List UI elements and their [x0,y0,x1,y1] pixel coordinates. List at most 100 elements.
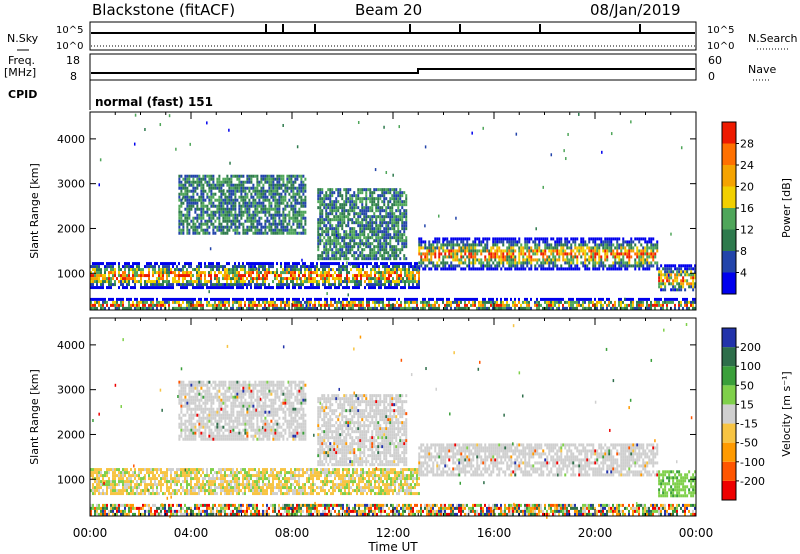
echo-cell [252,210,255,214]
echo-cell [284,213,287,217]
echo-cell [658,279,661,283]
echo-cell [381,242,384,246]
echo-cell [284,228,287,232]
echo-cell [339,203,342,207]
echo-cell [280,186,283,190]
echo-cell [224,274,226,278]
echo-cell [242,225,245,229]
echo-cell [216,204,219,208]
echo-cell [358,283,360,287]
echo-cell [646,264,649,268]
echo-cell [522,300,524,304]
echo-cell [338,265,340,269]
echo-cell [361,248,364,252]
echo-cell [186,300,188,304]
echo-cell [264,180,267,184]
echo-cell [246,192,249,196]
echo-cell [654,243,657,247]
echo-cell [104,280,106,284]
echo-cell [216,180,219,184]
echo-cell [374,306,376,310]
echo-cell [192,225,195,229]
echo-cell [160,274,162,278]
echo-cell [288,271,290,275]
echo-cell [337,188,340,192]
echo-cell [608,249,611,253]
echo-cell [170,286,172,290]
echo-cell [319,257,322,261]
echo-cell [282,222,285,226]
echo-cell [168,300,170,304]
echo-cell [412,286,414,290]
echo-cell [164,303,166,307]
echo-cell [340,274,342,278]
echo-cell [208,195,211,199]
echo-cell [321,257,324,261]
echo-cell [136,303,138,307]
echo-cell [572,300,574,304]
echo-cell [367,245,370,249]
echo-cell [162,297,164,301]
echo-cell [472,240,475,244]
echo-cell [278,177,281,181]
echo-cell [375,257,378,261]
echo-cell [226,180,229,184]
echo-cell [630,306,632,310]
echo-cell [528,237,531,241]
echo-cell [262,192,265,196]
echo-cell [355,251,358,255]
echo-cell [554,243,557,247]
echo-cell [365,227,368,231]
echo-cell [256,174,259,178]
echo-cell [228,225,231,229]
echo-cell [428,303,430,307]
echo-cell [380,297,382,301]
echo-cell [374,297,376,301]
echo-cell [256,177,259,181]
echo-cell [380,286,382,290]
echo-cell [570,303,572,307]
echo-cell [498,249,501,253]
echo-cell [380,277,382,281]
echo-cell [360,300,362,304]
echo-cell [172,277,174,281]
echo-cell [578,300,580,304]
echo-cell [504,249,507,253]
echo-cell [240,195,243,199]
echo-cell [482,300,484,304]
echo-cell [536,306,538,310]
echo-cell [360,277,362,281]
echo-cell [178,213,181,217]
echo-cell [140,280,142,284]
echo-cell [308,300,310,304]
echo-cell [616,243,619,247]
echo-cell [324,286,326,290]
echo-cell [538,258,541,262]
echo-cell [434,237,437,241]
echo-cell [622,264,625,268]
echo-cell [142,271,144,275]
echo-cell [634,252,637,256]
echo-cell [90,306,92,310]
echo-cell [586,297,588,301]
echo-cell [292,213,295,217]
echo-cell [399,218,402,222]
echo-cell [319,206,322,210]
echo-cell [341,224,344,228]
echo-cell [182,297,184,301]
echo-cell [399,197,402,201]
echo-cell [110,286,112,290]
echo-cell [404,268,406,272]
echo-cell [366,303,368,307]
echo-cell [172,297,174,301]
echo-cell [196,177,199,181]
echo-cell [576,303,578,307]
echo-cell [568,258,571,262]
echo-cell [530,297,532,301]
scatter-echo [144,127,146,131]
echo-cell [398,274,400,278]
echo-cell [351,194,354,198]
echo-cell [363,254,366,258]
echo-cell [292,277,294,281]
echo-cell [214,192,217,196]
